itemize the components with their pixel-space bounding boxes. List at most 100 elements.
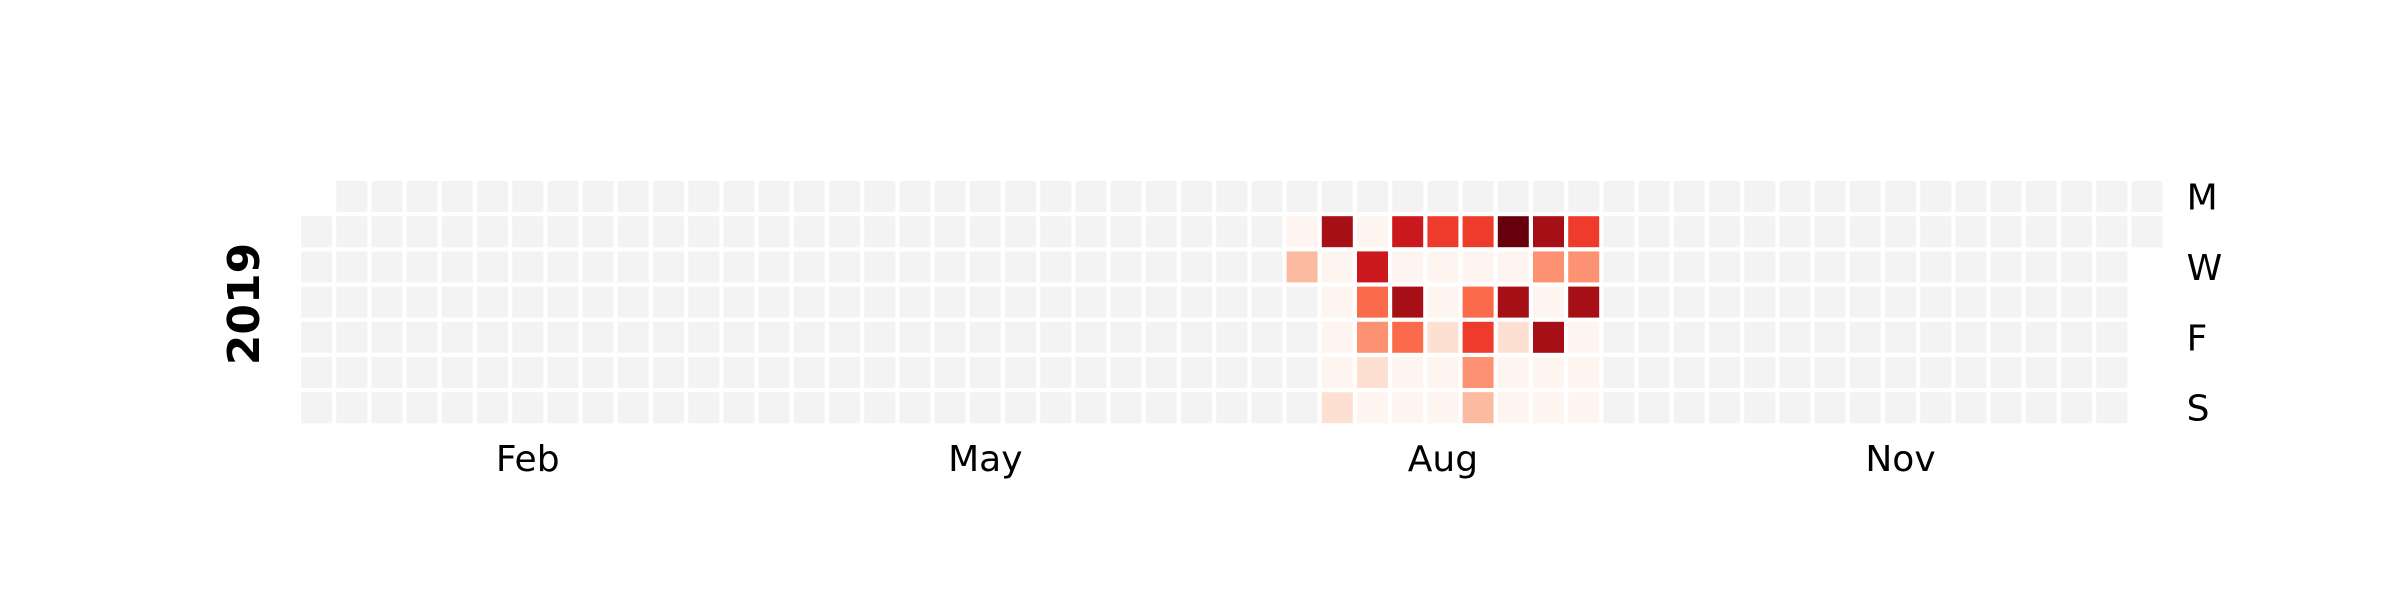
heatmap-cell bbox=[1462, 216, 1494, 248]
heatmap-cell bbox=[1533, 357, 1564, 388]
heatmap-cell bbox=[1040, 392, 1072, 424]
heatmap-cell bbox=[934, 357, 966, 388]
heatmap-cell bbox=[1849, 357, 1881, 388]
heatmap-cell bbox=[864, 321, 896, 353]
heatmap-cell bbox=[1814, 286, 1846, 318]
heatmap-cell bbox=[1814, 181, 1846, 212]
heatmap-cell bbox=[1955, 392, 1987, 424]
heatmap-cell bbox=[758, 357, 790, 388]
heatmap-cell bbox=[1321, 251, 1353, 283]
heatmap-cell bbox=[441, 321, 473, 353]
heatmap-cell bbox=[1638, 357, 1670, 388]
heatmap-cell bbox=[1814, 392, 1846, 424]
heatmap-cell bbox=[582, 181, 614, 212]
heatmap-cell bbox=[2096, 357, 2128, 388]
heatmap-cell bbox=[1181, 321, 1212, 353]
heatmap-cell bbox=[1849, 286, 1881, 318]
heatmap-cell bbox=[1920, 181, 1952, 212]
heatmap-cell bbox=[899, 286, 931, 318]
heatmap-cell bbox=[1075, 251, 1107, 283]
heatmap-cell bbox=[371, 216, 403, 248]
heatmap-cell bbox=[1990, 216, 2022, 248]
heatmap-cell bbox=[653, 286, 684, 318]
heatmap-cell bbox=[1110, 321, 1142, 353]
heatmap-cell bbox=[1216, 321, 1248, 353]
heatmap-cell bbox=[582, 216, 614, 248]
heatmap-cell bbox=[1005, 286, 1036, 318]
heatmap-cell bbox=[371, 357, 403, 388]
heatmap-cell bbox=[1638, 321, 1670, 353]
heatmap-cell bbox=[1145, 216, 1177, 248]
heatmap-cell bbox=[1392, 286, 1424, 318]
heatmap-cell bbox=[723, 181, 755, 212]
heatmap-cell bbox=[1427, 216, 1459, 248]
heatmap-cell bbox=[1110, 392, 1142, 424]
heatmap-cell bbox=[1709, 251, 1740, 283]
heatmap-cell bbox=[1145, 286, 1177, 318]
heatmap-cell bbox=[1955, 216, 1987, 248]
heatmap-cell bbox=[723, 392, 755, 424]
heatmap-cell bbox=[336, 392, 368, 424]
heatmap-cell bbox=[2061, 251, 2092, 283]
heatmap-cell bbox=[1673, 357, 1705, 388]
heatmap-cell bbox=[477, 357, 508, 388]
heatmap-cell bbox=[1603, 216, 1635, 248]
heatmap-cell bbox=[1181, 286, 1212, 318]
heatmap-cell bbox=[969, 286, 1001, 318]
heatmap-cell bbox=[441, 357, 473, 388]
heatmap-cell bbox=[1779, 286, 1811, 318]
heatmap-cell bbox=[1955, 357, 1987, 388]
heatmap-cell bbox=[371, 392, 403, 424]
heatmap-cell bbox=[512, 216, 544, 248]
heatmap-cell bbox=[406, 216, 438, 248]
heatmap-cell bbox=[864, 216, 896, 248]
heatmap-cell bbox=[688, 286, 720, 318]
day-label: S bbox=[2187, 389, 2210, 430]
heatmap-cell bbox=[1955, 286, 1987, 318]
heatmap-cell bbox=[1251, 286, 1283, 318]
heatmap-cell bbox=[934, 181, 966, 212]
heatmap-cell bbox=[1885, 251, 1916, 283]
heatmap-cell bbox=[1955, 181, 1987, 212]
heatmap-cell bbox=[1005, 357, 1036, 388]
heatmap-cell bbox=[477, 321, 508, 353]
heatmap-cell bbox=[1744, 286, 1776, 318]
heatmap-cell bbox=[829, 251, 860, 283]
heatmap-cell bbox=[653, 216, 684, 248]
heatmap-cell bbox=[1462, 321, 1494, 353]
heatmap-cell bbox=[406, 251, 438, 283]
heatmap-cell bbox=[1885, 286, 1916, 318]
heatmap-cell bbox=[477, 181, 508, 212]
heatmap-cell bbox=[758, 321, 790, 353]
heatmap-cell bbox=[969, 392, 1001, 424]
heatmap-cell bbox=[1603, 181, 1635, 212]
heatmap-cell bbox=[1709, 216, 1740, 248]
heatmap-cell bbox=[1990, 251, 2022, 283]
heatmap-cell bbox=[547, 251, 579, 283]
heatmap-cell bbox=[1497, 392, 1529, 424]
heatmap-cell bbox=[582, 321, 614, 353]
heatmap-cell bbox=[2025, 357, 2057, 388]
heatmap-cell bbox=[1216, 392, 1248, 424]
heatmap-cell bbox=[441, 286, 473, 318]
heatmap-cell bbox=[1321, 181, 1353, 212]
heatmap-cell bbox=[547, 286, 579, 318]
heatmap-cell bbox=[406, 392, 438, 424]
heatmap-cell bbox=[2096, 286, 2128, 318]
heatmap-cell bbox=[1216, 251, 1248, 283]
heatmap-cell bbox=[1814, 321, 1846, 353]
heatmap-cell bbox=[336, 216, 368, 248]
heatmap-cell bbox=[1040, 321, 1072, 353]
heatmap-cell bbox=[1603, 321, 1635, 353]
heatmap-cell bbox=[2025, 216, 2057, 248]
heatmap-cell bbox=[336, 251, 368, 283]
heatmap-cell bbox=[477, 216, 508, 248]
heatmap-cell bbox=[864, 286, 896, 318]
heatmap-cell bbox=[1392, 392, 1424, 424]
heatmap-cell bbox=[441, 216, 473, 248]
heatmap-cell bbox=[1497, 181, 1529, 212]
heatmap-cell bbox=[1920, 357, 1952, 388]
heatmap-cell bbox=[547, 392, 579, 424]
heatmap-cell bbox=[1638, 286, 1670, 318]
heatmap-cell bbox=[1357, 216, 1388, 248]
